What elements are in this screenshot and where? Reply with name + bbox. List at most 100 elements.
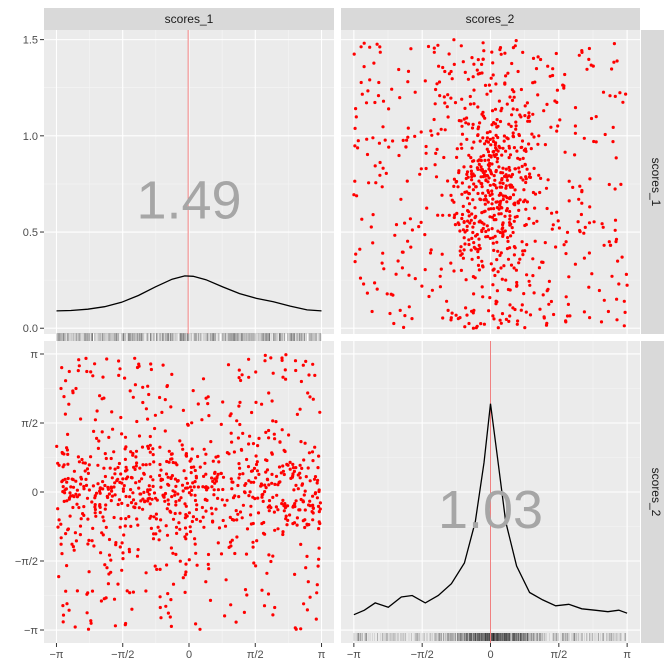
scatter-point (230, 517, 234, 522)
scatter-point (503, 214, 507, 218)
scatter-point (494, 299, 498, 303)
scatter-point (381, 125, 385, 129)
scatter-point (462, 236, 466, 240)
scatter-point (362, 65, 366, 69)
scatter-point (264, 486, 268, 490)
scatter-point (494, 152, 498, 157)
scatter-point (514, 39, 518, 43)
y-tick-label: 0 (32, 487, 38, 499)
scatter-point (270, 472, 274, 476)
scatter-point (152, 491, 157, 495)
scatter-point (470, 178, 474, 182)
scatter-point (70, 542, 74, 546)
scatter-point (229, 603, 233, 607)
scatter-point (491, 236, 495, 240)
scatter-point (507, 319, 511, 323)
scatter-point (259, 482, 263, 486)
scatter-point (505, 175, 509, 179)
scatter-point (441, 316, 445, 320)
scatter-point (479, 165, 483, 169)
scatter-point (496, 270, 500, 274)
scatter-point (171, 582, 176, 586)
scatter-point (263, 483, 267, 487)
scatter-point (573, 124, 578, 128)
scatter-point (139, 499, 143, 503)
scatter-point (269, 356, 273, 360)
scatter-point (83, 469, 87, 473)
scatter-point (227, 452, 231, 456)
scatter-point (110, 410, 114, 414)
scatter-point (208, 598, 213, 603)
scatter-point (317, 527, 321, 531)
scatter-point (381, 251, 385, 255)
scatter-point (94, 514, 98, 518)
scatter-point (213, 470, 217, 474)
scatter-point (472, 62, 476, 66)
scatter-point (424, 144, 428, 149)
scatter-point (201, 377, 206, 381)
scatter-point (260, 493, 264, 497)
scatter-point (284, 517, 288, 521)
scatter-point (464, 278, 468, 282)
scatter-point (206, 552, 211, 557)
scatter-point (237, 376, 241, 380)
scatter-point (104, 596, 108, 600)
scatter-point (55, 444, 59, 448)
scatter-point (490, 202, 494, 206)
scatter-point (311, 397, 315, 401)
scatter-point (178, 511, 182, 515)
scatter-point (435, 147, 439, 151)
scatter-point (237, 368, 241, 372)
scatter-point (127, 547, 131, 552)
scatter-point (166, 475, 170, 479)
strip-right-1 (641, 30, 664, 334)
scatter-point (190, 519, 194, 524)
scatter-point (541, 260, 545, 264)
scatter-point (167, 483, 171, 487)
scatter-point (488, 183, 492, 187)
scatter-point (273, 605, 277, 610)
scatter-point (281, 532, 285, 537)
scatter-point (513, 188, 517, 192)
scatter-point (169, 624, 173, 629)
scatter-point (118, 367, 122, 371)
scatter-point (481, 110, 485, 114)
scatter-point (69, 485, 73, 489)
scatter-point (493, 183, 497, 187)
scatter-point (521, 178, 525, 182)
scatter-point (449, 193, 453, 197)
scatter-point (117, 461, 121, 466)
scatter-point (148, 443, 152, 447)
scatter-point (107, 537, 112, 542)
scatter-point (202, 525, 206, 529)
scatter-point (256, 511, 261, 515)
scatter-point (89, 619, 93, 623)
scatter-point (212, 488, 216, 492)
scatter-point (84, 477, 88, 481)
scatter-point (517, 132, 521, 137)
scatter-point (587, 221, 592, 225)
scatter-point (542, 109, 546, 113)
scatter-point (267, 391, 271, 395)
scatter-point (472, 241, 476, 245)
scatter-point (485, 224, 489, 228)
scatter-point (267, 499, 272, 503)
scatter-point (196, 402, 200, 406)
scatter-point (504, 186, 508, 190)
stat-label: 1.03 (438, 480, 543, 540)
scatter-point (200, 418, 204, 422)
scatter-point (519, 176, 523, 180)
scatter-point (433, 102, 437, 106)
scatter-point (96, 446, 100, 450)
scatter-point (478, 139, 482, 143)
scatter-point (542, 315, 546, 319)
scatter-point (167, 449, 171, 453)
scatter-point (608, 243, 613, 247)
scatter-point (188, 530, 193, 534)
x-tick-label: −π/2 (111, 649, 134, 661)
scatter-point (183, 573, 187, 577)
scatter-point (516, 69, 520, 74)
scatter-point (75, 495, 79, 499)
scatter-point (612, 42, 617, 46)
scatter-point (146, 417, 150, 421)
